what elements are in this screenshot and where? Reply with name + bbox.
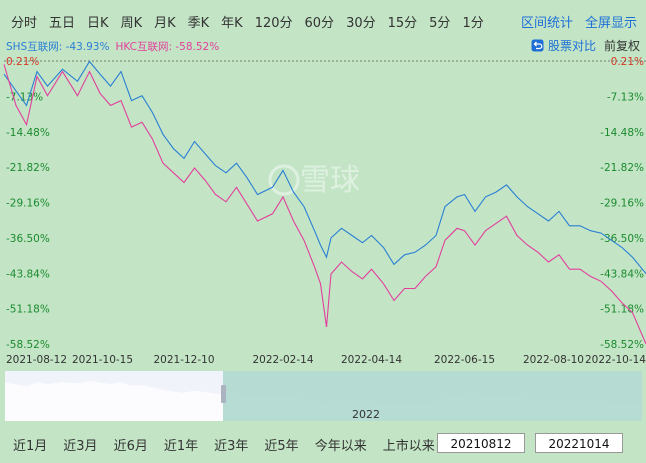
- range-button-6[interactable]: 今年以来: [314, 438, 367, 454]
- y-tick-left-3: -21.82%: [6, 162, 50, 174]
- y-tick-right-6: -43.84%: [600, 268, 644, 280]
- range-buttons: 近1月 近3月 近6月 近1年 近3年 近5年 今年以来 上市以来: [0, 432, 443, 456]
- series-line-0: [3, 60, 646, 275]
- range-button-5[interactable]: 近5年: [264, 438, 299, 454]
- interval-stats-button[interactable]: 区间统计: [520, 15, 573, 31]
- watermark-logo: [268, 164, 300, 196]
- y-tick-right-4: -29.16%: [600, 198, 644, 210]
- period-tab-7[interactable]: 120分: [254, 15, 293, 31]
- x-tick-3: 2022-02-14: [252, 354, 313, 366]
- range-button-7[interactable]: 上市以来: [382, 438, 435, 454]
- period-tab-8[interactable]: 60分: [304, 15, 335, 31]
- y-tick-left-4: -29.16%: [6, 198, 50, 210]
- period-tab-5[interactable]: 季K: [187, 15, 210, 31]
- y-tick-left-7: -51.18%: [6, 304, 50, 316]
- range-button-0[interactable]: 近1月: [13, 438, 48, 454]
- y-tick-left-2: -14.48%: [6, 127, 50, 139]
- series-line-1: [3, 64, 646, 345]
- period-tab-12[interactable]: 1分: [462, 15, 484, 31]
- y-tick-left-1: -7.13%: [6, 91, 43, 103]
- period-tab-6[interactable]: 年K: [221, 15, 243, 31]
- y-tick-right-8: -58.52%: [600, 339, 644, 351]
- x-tick-5: 2022-06-15: [434, 354, 495, 366]
- period-tab-11[interactable]: 5分: [429, 15, 451, 31]
- return-icon: [531, 39, 544, 52]
- compare-label: 股票对比: [547, 39, 596, 53]
- end-date-input[interactable]: 20221014: [535, 433, 623, 453]
- period-tab-10[interactable]: 15分: [387, 15, 418, 31]
- compare-button[interactable]: 股票对比: [531, 37, 596, 54]
- y-tick-right-1: -7.13%: [607, 91, 644, 103]
- legend: SHS互联网: -43.93% HKC互联网: -58.52%: [6, 39, 219, 54]
- period-tabs: 分时 五日 日K 周K 月K 季K 年K 120分 60分 30分 15分 5分 1分: [0, 8, 490, 34]
- period-tab-2[interactable]: 日K: [87, 15, 109, 31]
- y-tick-left-0: 0.21%: [6, 56, 39, 68]
- x-tick-4: 2022-04-14: [341, 354, 402, 366]
- period-tab-4[interactable]: 月K: [154, 15, 176, 31]
- navigator-left-handle[interactable]: [221, 385, 226, 403]
- x-tick-7: 2022-10-14: [585, 354, 646, 366]
- legend-hkc: HKC互联网: -58.52%: [115, 41, 220, 53]
- y-tick-right-0: 0.21%: [611, 56, 644, 68]
- start-date-input[interactable]: 20210812: [437, 433, 525, 453]
- range-button-2[interactable]: 近6月: [113, 438, 148, 454]
- period-tab-0[interactable]: 分时: [11, 15, 38, 31]
- range-button-1[interactable]: 近3月: [63, 438, 98, 454]
- y-tick-right-5: -36.50%: [600, 233, 644, 245]
- y-tick-right-3: -21.82%: [600, 162, 644, 174]
- chart-controls: 股票对比 前复权: [531, 37, 640, 54]
- x-tick-0: 2021-08-12: [6, 354, 67, 366]
- period-tab-9[interactable]: 30分: [346, 15, 376, 31]
- adjust-select[interactable]: 前复权: [603, 39, 640, 53]
- range-navigator[interactable]: 2022: [5, 371, 642, 421]
- fullscreen-button[interactable]: 全屏显示: [584, 15, 637, 31]
- y-tick-right-7: -51.18%: [600, 304, 644, 316]
- x-tick-2: 2021-12-10: [153, 354, 214, 366]
- y-tick-left-6: -43.84%: [6, 268, 50, 280]
- period-tab-3[interactable]: 周K: [120, 15, 143, 31]
- legend-shs: SHS互联网: -43.93%: [6, 41, 110, 53]
- y-tick-left-5: -36.50%: [6, 233, 50, 245]
- navigator-year-label: 2022: [352, 408, 380, 421]
- period-tab-1[interactable]: 五日: [49, 15, 76, 31]
- range-button-4[interactable]: 近3年: [214, 438, 249, 454]
- x-tick-1: 2021-10-15: [72, 354, 133, 366]
- y-tick-left-8: -58.52%: [6, 339, 50, 351]
- x-tick-6: 2022-08-10: [523, 354, 584, 366]
- top-actions: 区间统计 全屏显示: [521, 8, 637, 34]
- range-button-3[interactable]: 近1年: [163, 438, 199, 454]
- navigator-selection[interactable]: [223, 371, 642, 421]
- watermark: 雪球: [300, 163, 360, 198]
- y-tick-right-2: -14.48%: [600, 127, 644, 139]
